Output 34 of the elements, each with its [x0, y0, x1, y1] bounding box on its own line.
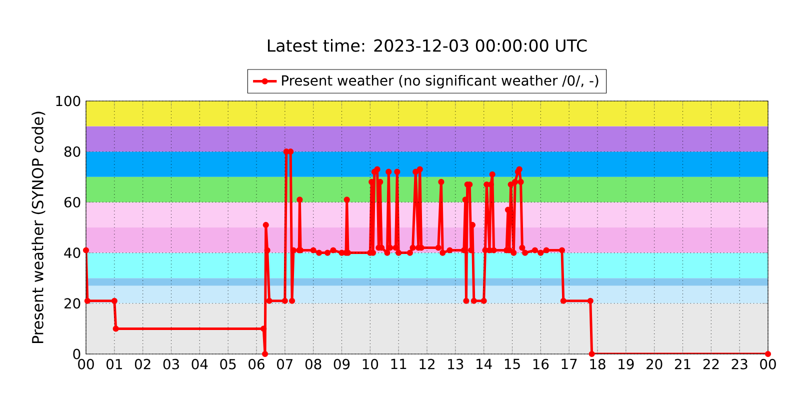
- x-tick-label: 21: [674, 358, 690, 370]
- x-tick-label: 06: [248, 358, 264, 370]
- x-tick-label: 03: [163, 358, 179, 370]
- legend-label: Present weather (no significant weather /0/, -): [282, 74, 598, 88]
- y-tick-label: 80: [64, 146, 80, 157]
- x-tick-label: 07: [277, 358, 293, 370]
- chart-title: Latest time: 2023-12-03 00:00:00 UTC: [268, 38, 587, 52]
- y-tick-label: 60: [64, 196, 80, 208]
- x-tick-label: 18: [590, 358, 606, 370]
- x-tick-label: 12: [420, 358, 434, 370]
- x-tick-label: 15: [504, 358, 520, 370]
- x-tick-label: 08: [305, 358, 322, 370]
- x-tick-label: 00: [78, 358, 94, 370]
- x-tick-label: 19: [618, 358, 634, 370]
- x-tick-label: 11: [391, 358, 406, 369]
- x-tick-label: 05: [220, 358, 236, 370]
- x-tick-label: 02: [134, 358, 150, 370]
- y-tick-label: 0: [73, 348, 80, 360]
- x-tick-label: 14: [476, 358, 492, 369]
- x-tick-label: 20: [646, 358, 662, 370]
- x-tick-label: 22: [703, 358, 719, 370]
- x-tick-label: 09: [334, 358, 350, 370]
- y-axis-title: Present weather (SYNOP code): [32, 112, 46, 344]
- x-tick-label: 00: [760, 358, 776, 370]
- x-tick-label: 23: [732, 358, 748, 370]
- x-tick-label: 13: [448, 358, 464, 370]
- y-tick-label: 20: [64, 298, 80, 309]
- y-tick-label: 40: [64, 248, 80, 258]
- y-tick-label: 100: [56, 96, 80, 106]
- x-tick-label: 01: [106, 358, 122, 370]
- x-tick-label: 10: [362, 358, 378, 370]
- x-tick-label: 04: [192, 358, 208, 370]
- x-tick-label: 17: [562, 358, 577, 369]
- x-tick-label: 16: [533, 358, 549, 370]
